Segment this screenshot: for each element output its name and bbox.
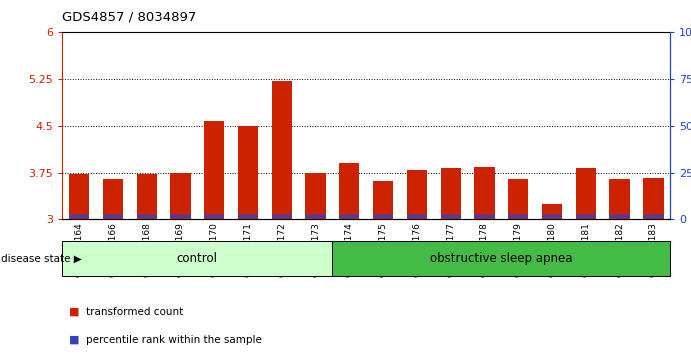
Text: control: control <box>177 252 218 265</box>
Bar <box>407 170 427 219</box>
Bar <box>170 215 191 218</box>
Bar <box>204 121 225 219</box>
Bar <box>508 179 529 219</box>
Bar <box>643 178 663 219</box>
Bar <box>272 215 292 218</box>
Bar <box>69 174 89 219</box>
Bar <box>576 215 596 218</box>
Bar <box>204 215 225 218</box>
Bar <box>407 215 427 218</box>
Bar <box>170 172 191 219</box>
Bar <box>69 215 89 218</box>
Bar <box>339 215 359 218</box>
Bar <box>441 168 461 219</box>
Bar <box>305 215 325 218</box>
Bar <box>137 175 157 219</box>
Bar <box>103 179 123 219</box>
Bar <box>441 215 461 218</box>
Bar <box>305 172 325 219</box>
Bar <box>542 215 562 218</box>
Text: GDS4857 / 8034897: GDS4857 / 8034897 <box>62 10 196 23</box>
Text: transformed count: transformed count <box>86 307 184 316</box>
Bar <box>609 215 630 218</box>
Bar <box>238 215 258 218</box>
Text: obstructive sleep apnea: obstructive sleep apnea <box>430 252 573 265</box>
Bar <box>103 215 123 218</box>
Bar <box>272 81 292 219</box>
Bar <box>474 215 495 218</box>
Text: ■: ■ <box>69 307 79 316</box>
Bar <box>508 215 529 218</box>
Bar <box>373 181 393 219</box>
Bar <box>474 167 495 219</box>
Bar <box>137 215 157 218</box>
Bar <box>643 215 663 218</box>
Text: ■: ■ <box>69 335 79 345</box>
Text: percentile rank within the sample: percentile rank within the sample <box>86 335 263 345</box>
Bar <box>542 204 562 219</box>
Bar <box>609 179 630 219</box>
Text: disease state ▶: disease state ▶ <box>1 253 82 263</box>
Bar <box>238 126 258 219</box>
Bar <box>373 215 393 218</box>
Bar <box>339 163 359 219</box>
Bar <box>576 167 596 219</box>
